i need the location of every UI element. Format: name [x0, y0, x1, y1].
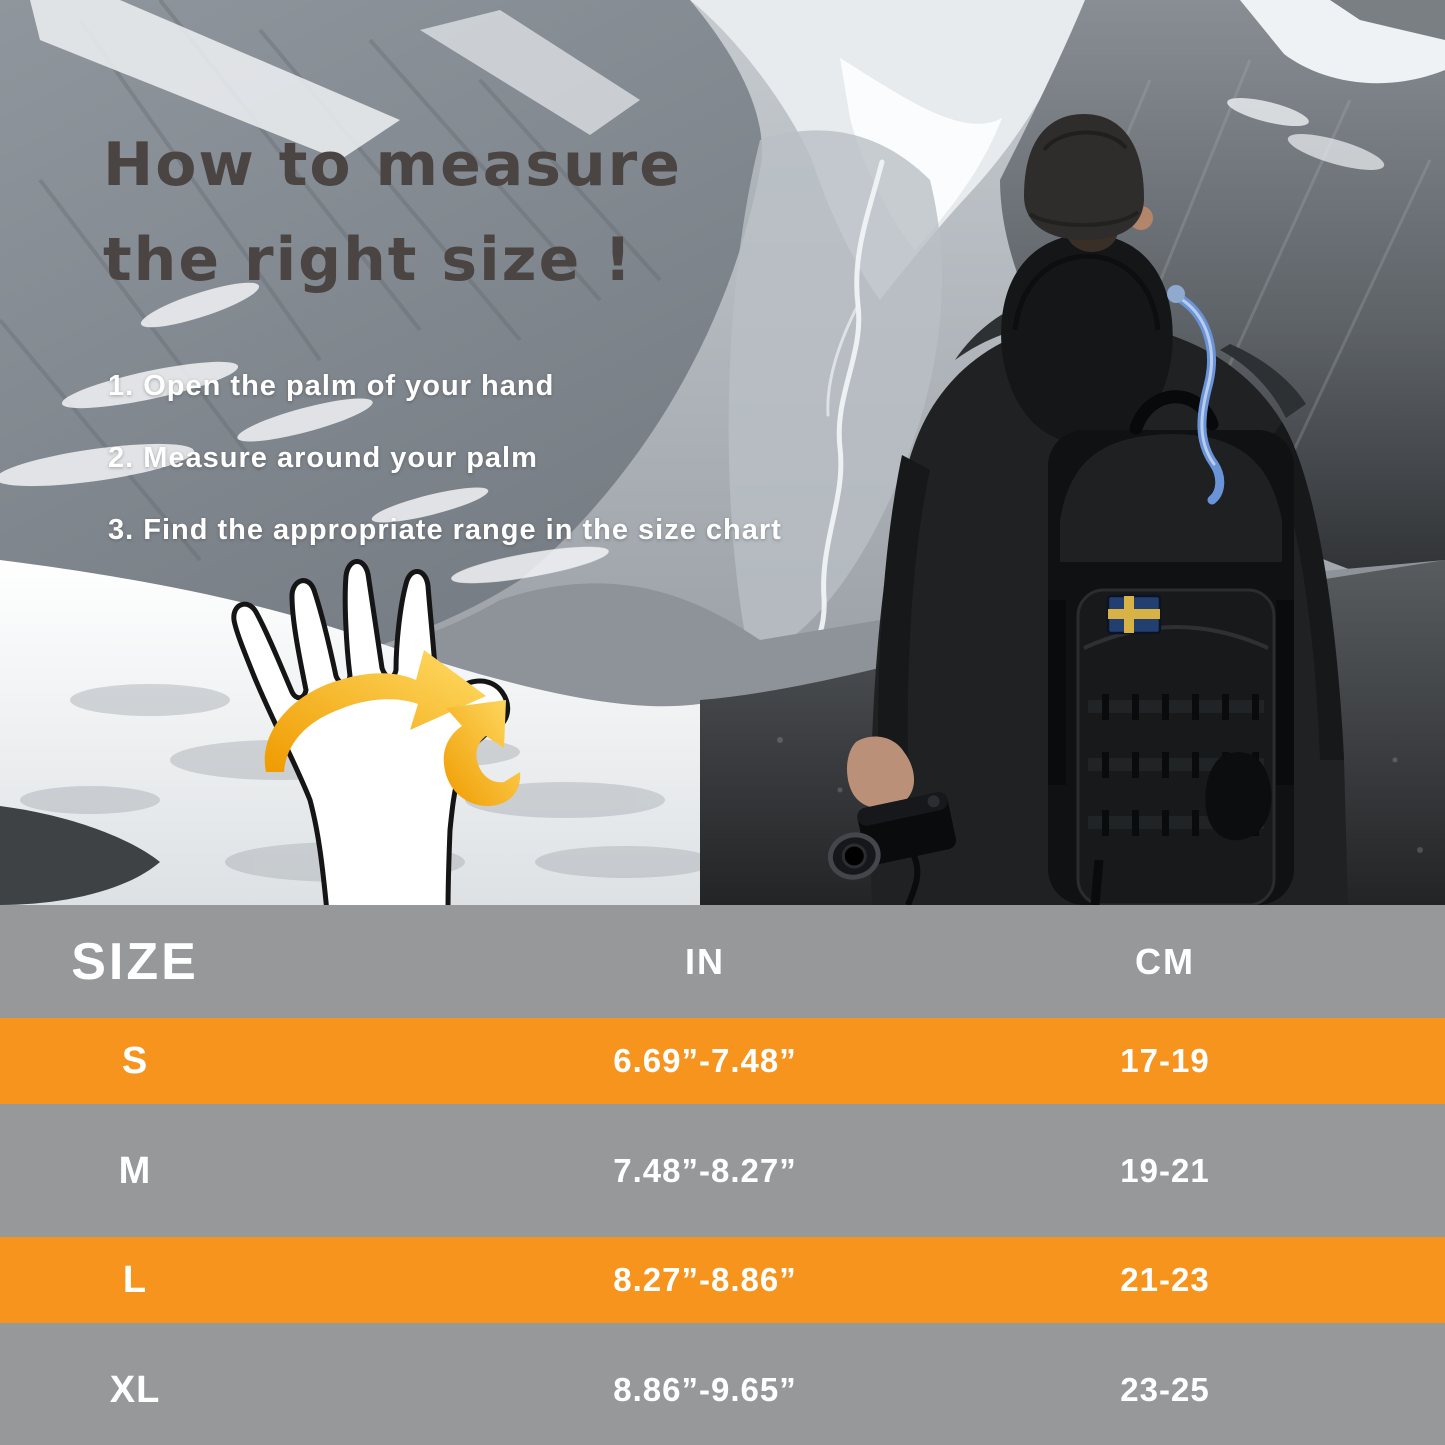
palm-measure-arrow-icon	[264, 650, 486, 772]
size-cell: S	[121, 1039, 149, 1082]
in-cell: 7.48”-8.27”	[613, 1152, 797, 1189]
table-row-l: L 8.27”-8.86” 21-23	[0, 1237, 1445, 1323]
bare-hand	[847, 736, 915, 809]
gloved-hand	[1205, 752, 1272, 841]
cm-cell: 21-23	[1120, 1261, 1210, 1298]
column-header-cm: CM	[1135, 940, 1195, 982]
cm-cell: 19-21	[1120, 1152, 1210, 1189]
pant-seam	[1090, 859, 1104, 905]
in-cell: 8.86”-9.65”	[613, 1371, 797, 1408]
swedish-flag-patch	[1106, 594, 1162, 635]
instruction-step-1: 1. Open the palm of your hand	[108, 370, 555, 402]
jacket-hood	[1001, 234, 1173, 444]
size-chart-header-row: SIZE IN CM	[0, 905, 1445, 1018]
hiker-silhouette	[827, 114, 1348, 905]
thumb-measure-arrow-icon	[443, 700, 521, 806]
column-header-in: IN	[685, 940, 725, 982]
page-title-line2: the right size !	[103, 225, 634, 295]
table-row-m: M 7.48”-8.27” 19-21	[0, 1128, 1445, 1214]
baseball-cap	[1024, 114, 1144, 240]
table-row-s: S 6.69”-7.48” 17-19	[0, 1018, 1445, 1104]
hydration-tube	[1167, 285, 1225, 505]
size-chart-table: SIZE IN CM S 6.69”-7.48” 17-19 M 7.48”-8…	[0, 905, 1445, 1445]
page-title: How to measure the right size !	[103, 118, 682, 308]
size-cell: XL	[109, 1368, 161, 1411]
valley-stream	[803, 159, 885, 667]
table-row-xl: XL 8.86”-9.65” 23-25	[0, 1347, 1445, 1433]
column-header-size: SIZE	[71, 932, 199, 991]
instruction-step-2: 2. Measure around your palm	[108, 442, 538, 474]
in-cell: 6.69”-7.48”	[613, 1042, 797, 1079]
hero-photo: How to measure the right size ! 1. Open …	[0, 0, 1445, 905]
cm-cell: 23-25	[1120, 1371, 1210, 1408]
instruction-step-3: 3. Find the appropriate range in the siz…	[108, 514, 782, 546]
camera-strap	[905, 854, 921, 905]
camera	[827, 792, 957, 880]
in-cell: 8.27”-8.86”	[613, 1261, 797, 1298]
cm-cell: 17-19	[1120, 1042, 1210, 1079]
size-cell: M	[118, 1149, 152, 1192]
open-palm	[231, 559, 511, 905]
instructions-list: 1. Open the palm of your hand 2. Measure…	[108, 370, 782, 586]
size-cell: L	[122, 1258, 148, 1301]
mountain-scene	[0, 0, 1445, 905]
page-title-line1: How to measure	[103, 130, 682, 200]
measuring-hand-diagram	[231, 559, 521, 905]
